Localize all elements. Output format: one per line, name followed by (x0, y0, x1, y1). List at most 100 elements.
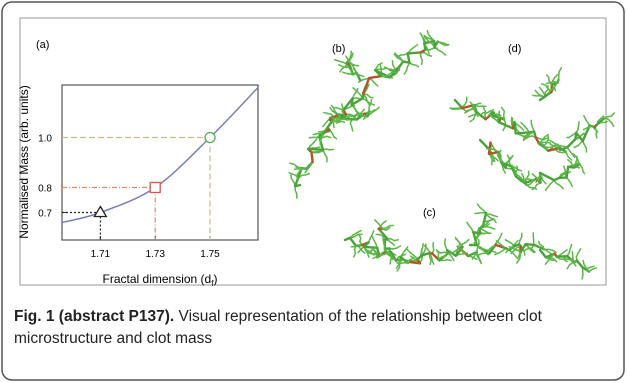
clot-branch (538, 243, 544, 248)
clot-branch (479, 259, 482, 264)
clot-strand (519, 242, 527, 253)
clot-branch (532, 94, 538, 97)
clot-branch (356, 229, 362, 234)
clot-branch (347, 65, 352, 72)
clot-branch (543, 133, 550, 138)
clot-branch (581, 274, 584, 280)
clot-branch (558, 184, 565, 190)
clot-branch (330, 104, 335, 109)
clot-branch (379, 64, 382, 70)
clot-branch (525, 183, 531, 187)
clot-branch (353, 64, 360, 67)
clot-branch (499, 232, 503, 239)
clot-branch (494, 252, 500, 256)
clot-branch (573, 144, 579, 149)
clot-branch (353, 114, 358, 119)
clot-branch (427, 49, 430, 55)
clot-strand (433, 40, 439, 49)
y-tick-label: 1.0 (38, 134, 52, 145)
clot-branch (345, 55, 349, 61)
clot-branch (396, 54, 402, 58)
clot-strand (394, 60, 405, 72)
clot-branch (450, 255, 455, 262)
caption-text: Visual representation of the relationshi… (14, 308, 542, 347)
clot-branch (304, 168, 309, 174)
clot-branch (358, 233, 362, 239)
clot-branch (481, 228, 487, 233)
clot-branch (589, 265, 595, 269)
clot-branch (371, 230, 375, 236)
clot-branch (350, 69, 354, 76)
clot-branch (545, 82, 551, 85)
clot-branch (309, 141, 315, 147)
clot-branch (403, 246, 409, 252)
clot-branch (369, 96, 374, 99)
clot-branch (333, 119, 339, 123)
clot-branch (423, 36, 430, 42)
plot-frame (61, 84, 259, 241)
clot-branch (401, 250, 406, 256)
clot-branch (371, 108, 376, 113)
clot-strand (538, 171, 556, 182)
clot-branch (562, 256, 568, 260)
clot-branch (394, 52, 399, 57)
clot-branch (572, 153, 578, 159)
clot-branch (523, 178, 530, 181)
clot-strand (367, 74, 383, 80)
clot-branch (558, 67, 563, 73)
clot-branch (542, 179, 547, 185)
clot-branch (467, 114, 474, 118)
clot-branch (288, 171, 293, 175)
clot-branch (423, 244, 429, 250)
clot-branch (406, 248, 412, 254)
clot-branch (547, 88, 553, 94)
clot-branch (562, 258, 568, 263)
clot-branch (289, 174, 293, 180)
clot-branch (567, 155, 573, 161)
clot-strand (566, 137, 577, 149)
clot-branch (514, 255, 519, 260)
clot-branch (515, 128, 520, 134)
clot-branch (485, 230, 491, 235)
clot-strand (328, 113, 340, 122)
clot-branch (449, 251, 455, 254)
clot-strand (573, 162, 581, 169)
clot-branch (569, 243, 573, 250)
x-axis-label: Fractal dimension (df) (103, 272, 218, 288)
clot-branch (535, 178, 539, 183)
clot-strand (421, 251, 431, 257)
clot-strand (555, 254, 569, 259)
clot-branch (350, 126, 354, 132)
clot-branch (421, 242, 424, 249)
clot-branch (493, 218, 497, 224)
clot-branch (333, 135, 338, 140)
clot-branch (357, 248, 363, 254)
clot-branch (373, 219, 379, 224)
clot-branch (360, 108, 366, 114)
clot-branch (326, 135, 332, 139)
clot-branch (545, 74, 550, 79)
clot-branch (483, 250, 489, 256)
clot-branch (395, 263, 400, 270)
clot-branch (553, 73, 559, 79)
panel-label: (c) (423, 207, 436, 219)
clot-branch (516, 258, 521, 264)
clot-branch (472, 256, 478, 261)
clot-images (288, 30, 616, 280)
clot-branch (531, 248, 536, 253)
clot-branch (570, 152, 576, 158)
clot-branch (517, 252, 521, 259)
clot-branch (373, 82, 379, 87)
clot-branch (595, 133, 598, 139)
clot-branch (510, 154, 514, 160)
clot-branch (378, 233, 385, 238)
clot-branch (408, 257, 414, 262)
clot-branch (523, 136, 529, 141)
clot-branch (516, 165, 519, 171)
clot-branch (540, 83, 547, 86)
clot-branch (537, 240, 541, 245)
clot-strand (487, 150, 500, 156)
clot-branch (423, 34, 429, 39)
